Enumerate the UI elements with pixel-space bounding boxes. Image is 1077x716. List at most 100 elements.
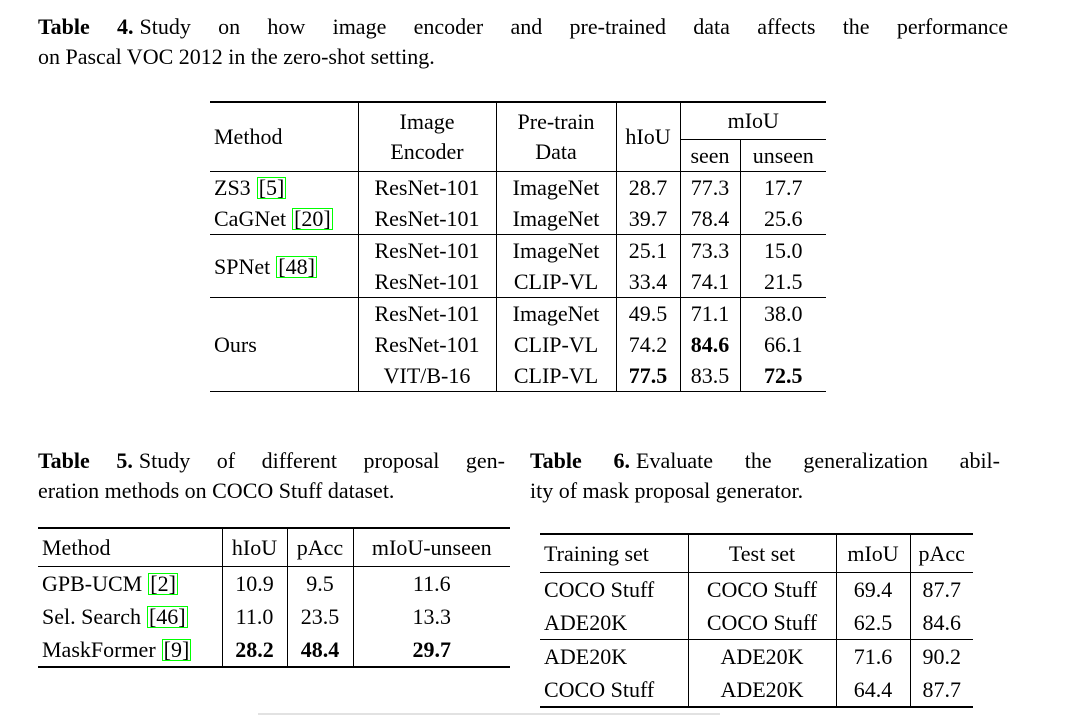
table-4: Method Image Encoder Pre-train Data hIoU mIoU s…: [210, 101, 826, 392]
value-cell: VIT/B-16: [357, 360, 496, 392]
citation: [5]: [256, 175, 287, 200]
value-cell: ADE20K: [544, 610, 628, 635]
value-cell: 74.2: [615, 329, 680, 360]
method-cell: SPNet [48]: [210, 234, 358, 298]
table-row: Sel. Search [46] 11.0 23.5 13.3: [38, 600, 510, 633]
value-cell: 74.1: [679, 266, 740, 298]
citation: [48]: [276, 253, 317, 279]
value-cell: ResNet-101: [357, 203, 496, 235]
header-line: Encoder: [390, 139, 464, 164]
table-row: COCO Stuff ADE20K 64.4 87.7: [540, 673, 973, 707]
header-cell: pAcc: [286, 528, 353, 567]
value-cell: ADE20K: [687, 639, 836, 673]
caption-text: ity of mask proposal generator.: [530, 478, 804, 503]
value-cell: 83.5: [679, 360, 740, 392]
value-cell: 10.9: [221, 566, 287, 600]
table-row: ADE20K ADE20K 71.6 90.2: [540, 639, 973, 673]
value-cell: ADE20K: [687, 673, 836, 707]
table-row: ResNet-101 CLIP-VL 74.2 84.6 66.1: [210, 329, 826, 360]
value-cell: COCO Stuff: [687, 606, 836, 640]
caption-label: Table 6.: [530, 448, 631, 473]
method-cell: GPB-UCM [2]: [38, 566, 222, 600]
header-cell: mIoU: [835, 534, 910, 573]
header-row: seen unseen: [210, 139, 826, 172]
value-cell: 90.2: [909, 639, 973, 673]
header-line: Pre-train: [517, 109, 595, 134]
table-row: COCO Stuff COCO Stuff 69.4 87.7: [540, 572, 973, 606]
value-cell: 25.6: [739, 203, 826, 235]
value-cell: 62.5: [835, 606, 910, 640]
value-cell: 39.7: [615, 203, 680, 235]
header-cell: hIoU: [221, 528, 287, 567]
method-name: ZS3: [214, 175, 251, 200]
header-row: Training set Test set mIoU pAcc: [540, 534, 973, 573]
table-row: SPNet [48] ResNet-101 ImageNet 25.1 73.3 15.0: [210, 234, 826, 298]
table-body: Method hIoU pAcc mIoU-unseen GPB-UCM [2] 10.9 9…: [38, 528, 510, 667]
header-cell: Method: [42, 535, 111, 560]
header-cell: mIoU: [679, 102, 826, 140]
value-cell: COCO Stuff: [544, 677, 655, 702]
header-row: Method Image Encoder Pre-train Data hIoU mIoU: [210, 102, 826, 172]
value-cell: COCO Stuff: [540, 572, 688, 606]
value-cell: 64.4: [835, 673, 910, 707]
value-cell: 23.5: [286, 600, 353, 633]
value-cell: 78.4: [679, 203, 740, 235]
value-cell: 87.7: [909, 572, 973, 606]
caption-text: Study of different proposal gen-: [138, 448, 505, 473]
caption-text: Study on how image encoder and pre-train…: [139, 14, 1008, 39]
caption-text: eration methods on COCO Stuff dataset.: [38, 478, 395, 503]
table-row: Ours ResNet-101 ImageNet 49.5 71.1 38.0: [210, 297, 826, 392]
citation: [2]: [148, 571, 178, 596]
header-cell: hIoU: [615, 102, 680, 172]
caption: Table 4. Study on how image encoder and p…: [38, 12, 1008, 72]
header-cell: mIoU-unseen: [352, 528, 510, 567]
caption-label: Table 4.: [38, 14, 134, 39]
value-cell: 28.2: [221, 633, 287, 667]
value-cell: 11.6: [352, 566, 510, 600]
value-cell: 38.0: [739, 297, 826, 329]
header-cell: Method: [214, 124, 283, 149]
table-5: Method hIoU pAcc mIoU-unseen GPB-UCM [2] 10.9 9…: [38, 527, 510, 668]
value-cell: 72.5: [739, 360, 826, 392]
table-row: CaGNet [20] ResNet-101 ImageNet 39.7 78.4 25.6: [210, 203, 826, 235]
header-row: Method hIoU pAcc mIoU-unseen: [38, 528, 510, 567]
method-name: Sel. Search: [42, 604, 141, 629]
caption-line: on Pascal VOC 2012 in the zero-shot sett…: [38, 42, 1008, 72]
value-cell: 49.5: [615, 297, 680, 329]
value-cell: 87.7: [909, 673, 973, 707]
value-cell: 73.3: [679, 234, 740, 266]
value-cell: 77.5: [615, 360, 680, 392]
header-cell: Training set: [544, 541, 649, 566]
caption-line: ity of mask proposal generator.: [530, 476, 1000, 506]
value-cell: ResNet-101: [357, 329, 496, 360]
value-cell: CLIP-VL: [495, 360, 616, 392]
value-cell: 9.5: [286, 566, 353, 600]
method-name: CaGNet: [214, 206, 287, 231]
value-cell: 13.3: [352, 600, 510, 633]
value-cell: 17.7: [739, 171, 826, 203]
method-name: MaskFormer: [42, 637, 156, 662]
value-cell: 66.1: [739, 329, 826, 360]
value-cell: ImageNet: [495, 297, 616, 329]
value-cell: ImageNet: [495, 203, 616, 235]
method-cell: Sel. Search [46]: [38, 600, 222, 633]
table-row: VIT/B-16 CLIP-VL 77.5 83.5 72.5: [210, 360, 826, 392]
table-row: ResNet-101 CLIP-VL 33.4 74.1 21.5: [210, 266, 826, 298]
scan-edge: [258, 713, 720, 715]
caption-line: eration methods on COCO Stuff dataset.: [38, 476, 505, 506]
caption: Table 6. Evaluate the generalization abil…: [530, 446, 1000, 506]
header-line: Image: [399, 109, 455, 134]
value-cell: ImageNet: [495, 234, 616, 266]
table-row: GPB-UCM [2] 10.9 9.5 11.6: [38, 566, 510, 600]
value-cell: 77.3: [679, 171, 740, 203]
table-6: Training set Test set mIoU pAcc COCO Stuff CO…: [540, 533, 973, 708]
method-cell: ZS3 [5]: [210, 171, 358, 203]
citation: [46]: [146, 604, 188, 629]
caption-line: Table 5. Study of different proposal gen-: [38, 446, 505, 476]
value-cell: CLIP-VL: [495, 329, 616, 360]
method-name: SPNet: [214, 253, 271, 279]
value-cell: ResNet-101: [357, 234, 496, 266]
value-cell: CLIP-VL: [495, 266, 616, 298]
value-cell: 84.6: [679, 329, 740, 360]
